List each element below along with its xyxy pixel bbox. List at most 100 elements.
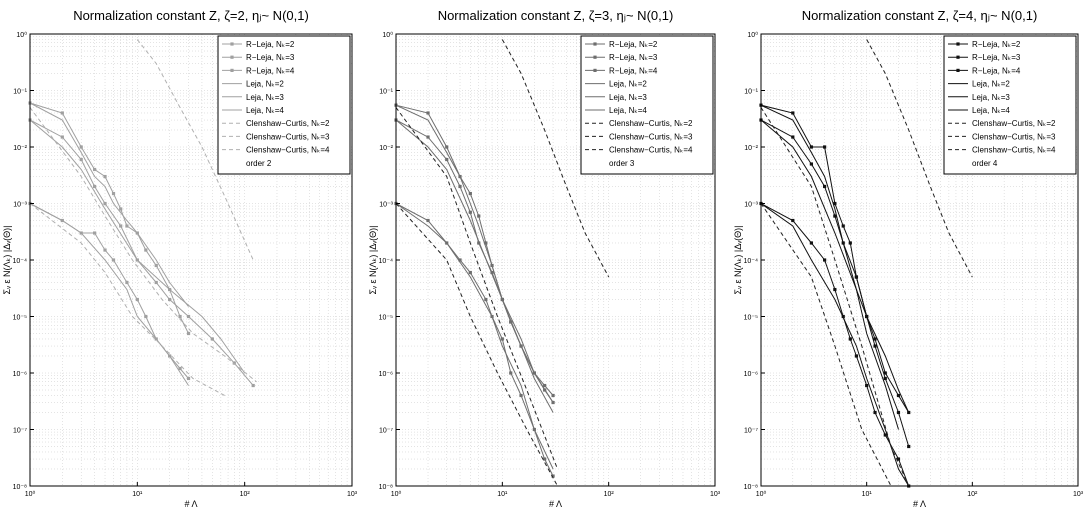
chart-title: Normalization constant Z, ζ=4, ηⱼ~ N(0,1… bbox=[802, 8, 1038, 23]
series-line bbox=[760, 119, 910, 413]
series-marker bbox=[823, 145, 827, 149]
legend-marker bbox=[956, 42, 960, 46]
x-axis-label: # Λ bbox=[913, 499, 926, 509]
series-line bbox=[395, 203, 558, 487]
series-marker bbox=[135, 297, 139, 302]
series-line bbox=[395, 104, 554, 413]
y-axis-label: Σᵥ ε N(Λₖ) |Δᵥ(Θ)| bbox=[368, 226, 378, 295]
series-line bbox=[29, 102, 189, 307]
x-tick-label: 10⁰ bbox=[25, 490, 36, 498]
series-marker bbox=[186, 331, 191, 336]
legend-note: order 3 bbox=[609, 159, 635, 168]
series-line bbox=[29, 107, 257, 383]
legend-label: R−Leja, Nₖ=3 bbox=[972, 53, 1021, 62]
series-marker bbox=[854, 275, 859, 279]
legend-marker bbox=[956, 68, 960, 72]
x-axis-label: # Λ bbox=[549, 499, 562, 509]
x-tick-label: 10¹ bbox=[862, 491, 873, 498]
x-tick-label: 10² bbox=[240, 491, 251, 498]
series-marker bbox=[144, 248, 148, 252]
series-marker bbox=[458, 184, 462, 189]
x-tick-label: 10³ bbox=[710, 491, 721, 498]
x-tick-label: 10³ bbox=[1073, 491, 1084, 498]
series-marker bbox=[854, 354, 859, 358]
legend-label: R−Leja, Nₖ=2 bbox=[609, 40, 658, 49]
series-marker bbox=[551, 393, 555, 398]
legend-marker bbox=[230, 55, 234, 59]
y-tick-label: 10⁻⁶ bbox=[13, 371, 27, 378]
y-tick-label: 10⁻⁵ bbox=[744, 315, 758, 322]
y-tick-label: 10⁻¹ bbox=[379, 89, 393, 96]
series-marker bbox=[551, 400, 555, 405]
y-tick-label: 10⁻⁴ bbox=[13, 258, 28, 265]
series-marker bbox=[426, 135, 430, 139]
legend-note: order 4 bbox=[972, 159, 998, 168]
y-tick-label: 10⁻⁵ bbox=[379, 315, 393, 322]
chart-panel-3: 10⁰ 10¹ 10² 10³ 10⁰ 10⁻¹ 10⁻² 10⁻³ 10⁻⁴ 10⁻⁵ 10⁻⁶ 1… bbox=[733, 8, 1084, 509]
series-marker bbox=[186, 314, 191, 319]
y-tick-label: 10⁻⁶ bbox=[744, 371, 758, 378]
x-tick-label: 10¹ bbox=[132, 491, 143, 498]
x-tick-label: 10² bbox=[967, 491, 978, 498]
series-marker bbox=[445, 145, 449, 149]
legend-box bbox=[217, 35, 351, 175]
series-marker bbox=[809, 162, 814, 166]
series-marker bbox=[210, 337, 214, 341]
series-marker bbox=[103, 201, 107, 206]
y-axis-label: Σᵥ ε N(Λₖ) |Δᵥ(Θ)| bbox=[2, 226, 12, 295]
series-marker bbox=[168, 297, 172, 302]
legend-label: Clenshaw−Curtis, Nₖ=2 bbox=[246, 119, 330, 128]
series-line bbox=[760, 203, 910, 487]
series-marker bbox=[809, 145, 814, 149]
series-marker bbox=[841, 224, 845, 228]
series-line bbox=[760, 203, 892, 487]
series-marker bbox=[125, 224, 129, 228]
legend-label: Leja, Nₖ=3 bbox=[972, 93, 1010, 102]
chart-title: Normalization constant Z, ζ=2, ηⱼ~ N(0,1… bbox=[73, 8, 309, 23]
series-marker bbox=[833, 214, 837, 218]
series-marker bbox=[896, 393, 901, 398]
series-line bbox=[760, 107, 910, 487]
series-marker bbox=[111, 258, 116, 262]
series-marker bbox=[232, 361, 236, 365]
series-marker bbox=[500, 337, 504, 341]
series-marker bbox=[111, 191, 116, 196]
series-marker bbox=[490, 270, 494, 275]
series-marker bbox=[833, 201, 837, 206]
legend-label: Clenshaw−Curtis, Nₖ=4 bbox=[246, 146, 330, 155]
series-marker bbox=[833, 287, 837, 292]
legend-label: R−Leja, Nₖ=3 bbox=[609, 53, 658, 62]
series-marker bbox=[468, 270, 472, 275]
legend-marker bbox=[956, 55, 960, 59]
series-marker bbox=[477, 241, 481, 245]
series-marker bbox=[865, 383, 869, 388]
series-marker bbox=[484, 241, 488, 245]
legend-label: R−Leja, Nₖ=4 bbox=[246, 66, 295, 75]
series-marker bbox=[791, 135, 795, 139]
series-line bbox=[395, 203, 554, 470]
y-tick-label: 10⁻⁴ bbox=[744, 258, 759, 265]
legend-label: Leja, Nₖ=4 bbox=[972, 106, 1010, 115]
series-marker bbox=[60, 135, 64, 139]
series-marker bbox=[60, 111, 64, 115]
series-marker bbox=[907, 444, 911, 449]
y-tick-label: 10⁻³ bbox=[13, 202, 27, 209]
series-line bbox=[760, 119, 910, 413]
series-marker bbox=[119, 224, 123, 228]
legend-label: R−Leja, Nₖ=2 bbox=[972, 40, 1021, 49]
series-line bbox=[501, 39, 610, 278]
series-marker bbox=[93, 184, 97, 189]
series-marker bbox=[445, 157, 449, 162]
series-marker bbox=[509, 371, 513, 375]
legend-marker bbox=[593, 42, 597, 46]
y-tick-label: 10⁻⁸ bbox=[13, 484, 27, 491]
legend-box bbox=[580, 35, 714, 175]
series-marker bbox=[468, 210, 472, 214]
chart-panel-2: 10⁰ 10¹ 10² 10³ 10⁰ 10⁻¹ 10⁻² 10⁻³ 10⁻⁴ 10⁻⁵ 10⁻⁶ 1… bbox=[368, 8, 721, 509]
series-marker bbox=[79, 145, 83, 149]
series-marker bbox=[848, 337, 852, 341]
legend-label: Clenshaw−Curtis, Nₖ=3 bbox=[246, 132, 330, 141]
series-marker bbox=[896, 410, 901, 415]
